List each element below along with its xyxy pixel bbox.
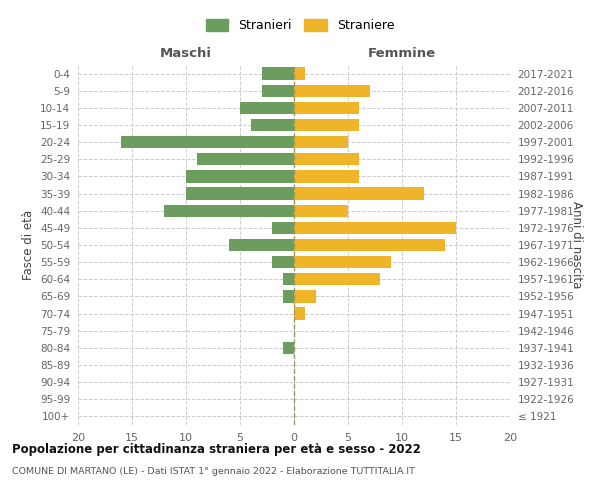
Bar: [272, 256, 294, 268]
Bar: [294, 239, 445, 251]
Bar: [272, 222, 294, 234]
Bar: [164, 204, 294, 217]
Bar: [294, 170, 359, 182]
Bar: [197, 153, 294, 166]
Bar: [240, 102, 294, 114]
Bar: [186, 188, 294, 200]
Bar: [294, 102, 359, 114]
Y-axis label: Fasce di età: Fasce di età: [22, 210, 35, 280]
Text: COMUNE DI MARTANO (LE) - Dati ISTAT 1° gennaio 2022 - Elaborazione TUTTITALIA.IT: COMUNE DI MARTANO (LE) - Dati ISTAT 1° g…: [12, 468, 415, 476]
Bar: [294, 256, 391, 268]
Bar: [294, 84, 370, 97]
Text: Femmine: Femmine: [368, 47, 436, 60]
Text: Popolazione per cittadinanza straniera per età e sesso - 2022: Popolazione per cittadinanza straniera p…: [12, 442, 421, 456]
Bar: [294, 188, 424, 200]
Bar: [251, 119, 294, 131]
Bar: [262, 84, 294, 97]
Bar: [294, 308, 305, 320]
Bar: [262, 68, 294, 80]
Text: Maschi: Maschi: [160, 47, 212, 60]
Bar: [294, 136, 348, 148]
Bar: [294, 204, 348, 217]
Bar: [186, 170, 294, 182]
Bar: [294, 68, 305, 80]
Legend: Stranieri, Straniere: Stranieri, Straniere: [201, 14, 399, 37]
Bar: [294, 153, 359, 166]
Bar: [294, 119, 359, 131]
Bar: [283, 342, 294, 354]
Bar: [229, 239, 294, 251]
Bar: [121, 136, 294, 148]
Bar: [283, 273, 294, 285]
Bar: [294, 273, 380, 285]
Bar: [294, 222, 456, 234]
Bar: [294, 290, 316, 302]
Bar: [283, 290, 294, 302]
Y-axis label: Anni di nascita: Anni di nascita: [570, 202, 583, 288]
